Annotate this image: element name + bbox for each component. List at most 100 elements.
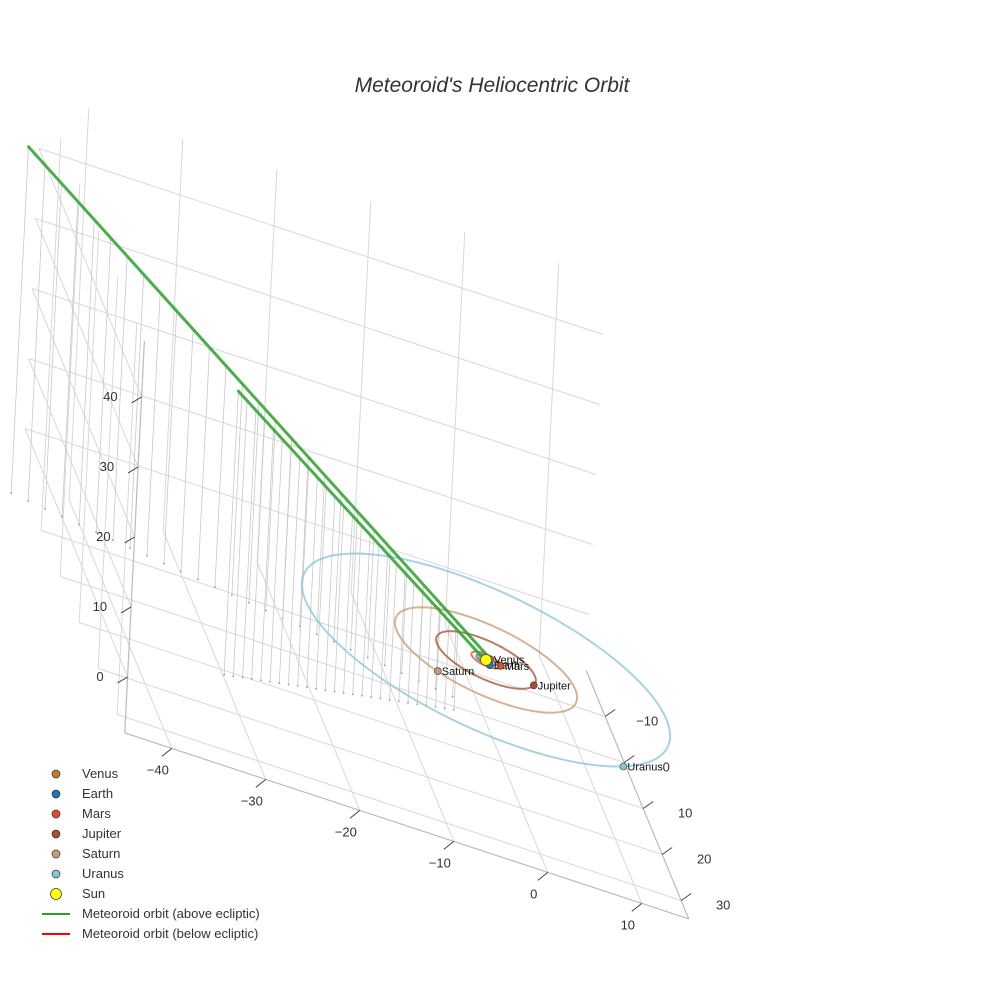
orbit-uranus [300,552,672,768]
drop-line-foot [315,687,317,690]
drop-line [361,534,371,696]
drop-line-foot [379,697,382,700]
drop-line-foot [278,682,281,684]
drop-line-foot [214,586,216,588]
drop-line-foot [388,699,391,701]
drop-line [10,146,29,494]
legend-label: Uranus [82,866,124,881]
drop-line-foot [342,692,345,694]
drop-line-foot [434,706,437,708]
x-tick-label: −20 [335,824,357,839]
sun-marker [480,654,492,666]
drop-line [401,566,408,674]
drop-line-foot [443,707,446,710]
axis-ticks: −40 −30 −20 −10 0 10 −10 0 10 20 30 0 10 20 30 40 [93,389,731,933]
drop-line [180,329,194,572]
drop-line [78,219,95,525]
drop-line [452,621,457,697]
x-tick-mark [161,748,173,757]
drop-line [299,456,309,627]
x-tick-mark [443,841,455,850]
legend-dot-swatch [51,829,61,839]
legend-symbol [50,888,62,900]
grid-wall-x-z [28,358,132,608]
drop-line [316,475,326,635]
drop-line [398,573,406,702]
drop-line-foot [269,680,271,683]
x-tick-label: −30 [241,793,263,808]
z-tick-mark [127,466,139,474]
z-tick-label: 0 [96,669,103,684]
legend-dot-swatch [51,849,61,859]
legend-symbol [51,869,61,879]
legend-dot-swatch [50,888,62,900]
x-tick-mark [537,872,549,881]
drop-line [367,529,375,658]
grid-wall-y-z [31,288,597,475]
drop-line-foot [324,689,327,691]
planet-label-mars: Mars [505,661,530,673]
drop-line-foot [231,594,233,596]
grid-lines [24,107,690,920]
drop-line [248,402,260,603]
drop-line [288,458,301,685]
y-tick-mark [604,709,616,717]
drop-line-foot [397,700,400,703]
meteoroid-branch-2 [236,389,486,661]
drop-line-foot [146,554,148,557]
grid-floor-x [350,592,455,842]
x-tick-label: −10 [429,855,451,870]
x-tick-mark [255,779,267,788]
planet-mars [496,662,505,670]
drop-line [269,439,283,682]
drop-line [444,620,450,709]
drop-line [334,506,345,692]
drop-line-foot [248,601,250,604]
drop-line-foot [264,609,267,612]
meteoroid-branch-1 [27,145,491,660]
grid-floor-y [60,576,625,763]
grid-floor-x [162,530,267,780]
drop-line-foot [95,531,97,534]
grid-wall-x-z [38,148,143,398]
y-tick-mark [642,801,654,809]
z-tick-mark [131,396,142,404]
x-tick-label: 10 [621,917,635,932]
grid-floor-y [117,714,682,901]
drop-line [95,237,112,533]
drop-line-foot [349,648,352,651]
drop-line [380,553,388,699]
drop-line-foot [453,708,455,711]
drop-line [389,563,397,700]
drop-line [426,601,432,706]
legend-label: Meteoroid orbit (below ecliptic) [82,926,259,941]
y-tick-mark [680,893,692,901]
legend-label: Jupiter [82,826,122,841]
drop-line-foot [434,688,437,690]
drop-line [453,630,459,710]
drop-line [350,511,358,650]
drop-line [242,410,257,678]
drop-line [231,383,243,596]
drop-line-foot [416,703,419,705]
legend-dot-swatch [51,789,61,799]
drop-line [265,420,276,611]
legend-label: Mars [82,806,111,821]
drop-line [343,515,353,693]
grid-wall-y-z [24,428,590,615]
grid-floor-x [538,654,643,904]
drop-line [223,391,239,675]
grid-floor-y [98,668,663,855]
drop-line [435,611,441,707]
grid-wall-x-z [24,428,129,678]
legend-label: Meteoroid orbit (above ecliptic) [82,906,260,921]
drop-line-foot [298,625,301,628]
drop-line-foot [180,570,182,573]
legend-symbol [42,913,70,915]
drop-line [324,496,336,691]
planet-jupiter [529,681,538,690]
legend-dot-swatch [51,869,61,879]
drop-line-foot [296,685,299,687]
